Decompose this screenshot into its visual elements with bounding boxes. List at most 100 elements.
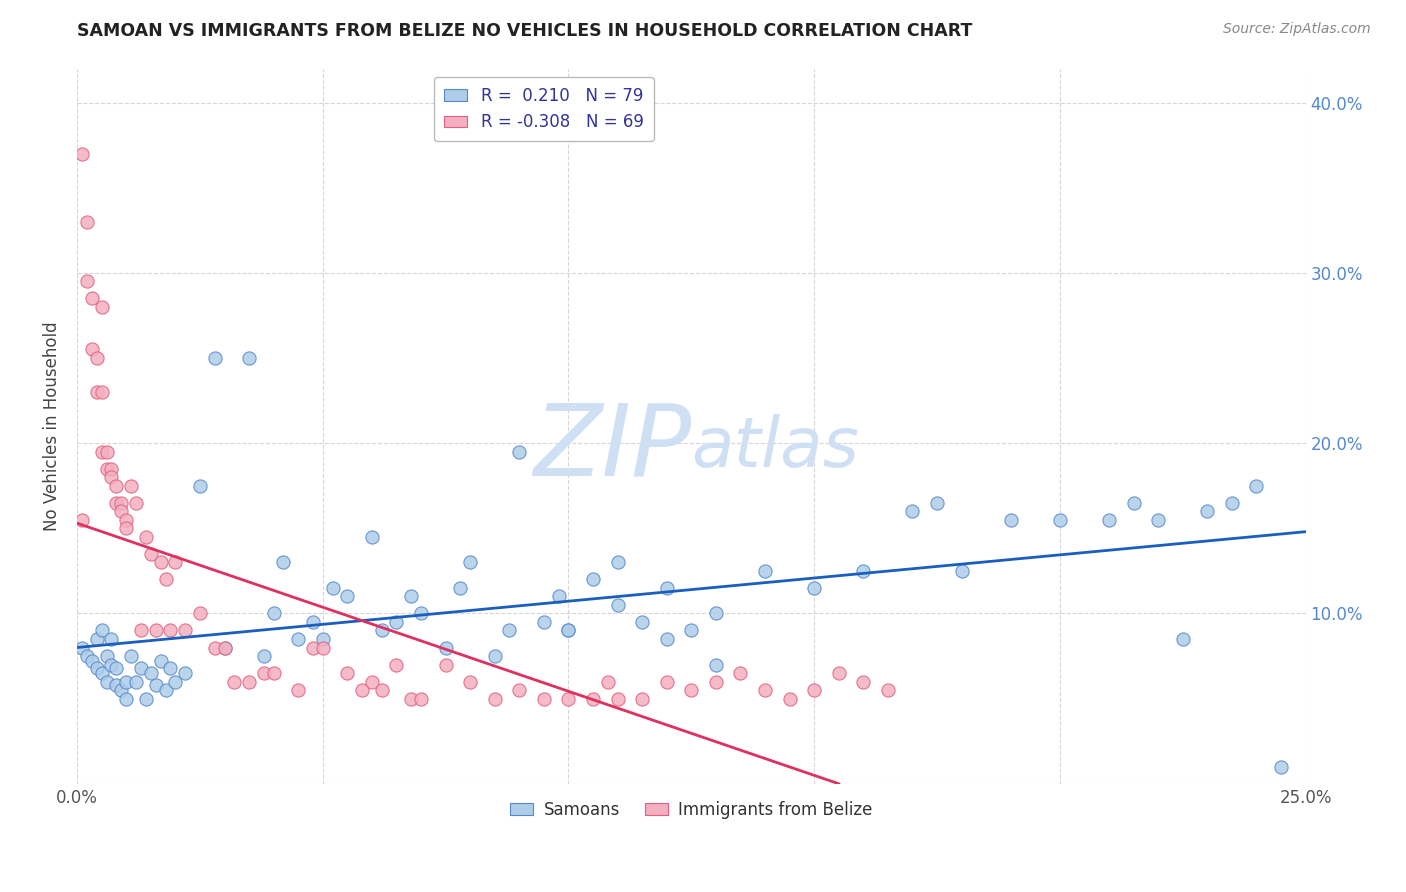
Point (174, 666, 197, 681)
Point (409, 607, 432, 621)
Point (165, 674, 187, 689)
Point (704, 657, 727, 672)
Point (371, 624, 394, 638)
Point (80, 343, 103, 357)
Point (803, 683, 825, 698)
Point (399, 590, 422, 604)
Point (100, 470, 122, 484)
Point (606, 555, 628, 569)
Point (754, 683, 776, 698)
Text: atlas: atlas (692, 414, 859, 481)
Point (224, 674, 246, 689)
Point (165, 555, 187, 569)
Point (582, 691, 605, 706)
Point (80, 292, 103, 306)
Point (90, 385, 112, 400)
Point (115, 674, 138, 689)
Point (115, 521, 138, 535)
Point (115, 513, 138, 527)
Point (139, 547, 162, 561)
Point (779, 691, 801, 706)
Point (90, 300, 112, 314)
Point (596, 674, 619, 689)
Point (371, 683, 394, 698)
Point (188, 607, 211, 621)
Point (105, 496, 128, 510)
Point (204, 351, 226, 365)
Text: Source: ZipAtlas.com: Source: ZipAtlas.com (1223, 22, 1371, 37)
Point (557, 624, 579, 638)
Point (70, 146, 93, 161)
Point (754, 564, 776, 578)
Point (100, 461, 122, 475)
Point (263, 666, 285, 681)
Point (155, 683, 177, 698)
Point (100, 657, 122, 672)
Point (681, 624, 703, 638)
Point (253, 666, 276, 681)
Point (484, 648, 506, 663)
Point (139, 666, 162, 681)
Point (129, 624, 152, 638)
Point (1122, 496, 1144, 510)
Point (145, 678, 167, 692)
Point (70, 640, 93, 655)
Point (238, 351, 260, 365)
Point (631, 691, 654, 706)
Point (110, 504, 132, 518)
Point (852, 674, 875, 689)
Text: SAMOAN VS IMMIGRANTS FROM BELIZE NO VEHICLES IN HOUSEHOLD CORRELATION CHART: SAMOAN VS IMMIGRANTS FROM BELIZE NO VEHI… (77, 22, 973, 40)
Point (105, 678, 128, 692)
Point (1049, 513, 1071, 527)
Point (86, 351, 108, 365)
Point (1197, 504, 1219, 518)
Point (458, 555, 481, 569)
Point (96, 444, 118, 458)
Point (188, 479, 211, 493)
Point (125, 674, 148, 689)
Point (312, 640, 335, 655)
Point (86, 661, 108, 675)
Point (90, 666, 112, 681)
Point (110, 496, 132, 510)
Point (263, 607, 285, 621)
Point (852, 564, 875, 578)
Point (287, 683, 309, 698)
Point (681, 683, 703, 698)
Legend: Samoans, Immigrants from Belize: Samoans, Immigrants from Belize (503, 794, 879, 825)
Point (96, 648, 118, 663)
Point (159, 624, 181, 638)
Point (336, 590, 359, 604)
Point (399, 691, 422, 706)
Point (557, 624, 579, 638)
Point (86, 385, 108, 400)
Point (547, 590, 569, 604)
Point (76, 274, 98, 288)
Point (458, 674, 481, 689)
Point (120, 479, 142, 493)
Point (302, 615, 325, 629)
Point (105, 661, 128, 675)
Point (322, 581, 344, 595)
Point (1147, 513, 1170, 527)
Point (925, 496, 948, 510)
Point (145, 624, 167, 638)
Point (730, 666, 752, 681)
Point (361, 530, 384, 544)
Point (606, 691, 628, 706)
Point (214, 640, 236, 655)
Point (125, 496, 148, 510)
Point (533, 615, 555, 629)
Point (1270, 760, 1292, 774)
Point (80, 654, 103, 668)
Point (149, 654, 172, 668)
Point (434, 640, 457, 655)
Point (70, 513, 93, 527)
Point (90, 444, 112, 458)
Point (214, 640, 236, 655)
Point (1171, 632, 1194, 646)
Point (434, 657, 457, 672)
Point (950, 564, 973, 578)
Point (129, 661, 152, 675)
Point (273, 555, 295, 569)
